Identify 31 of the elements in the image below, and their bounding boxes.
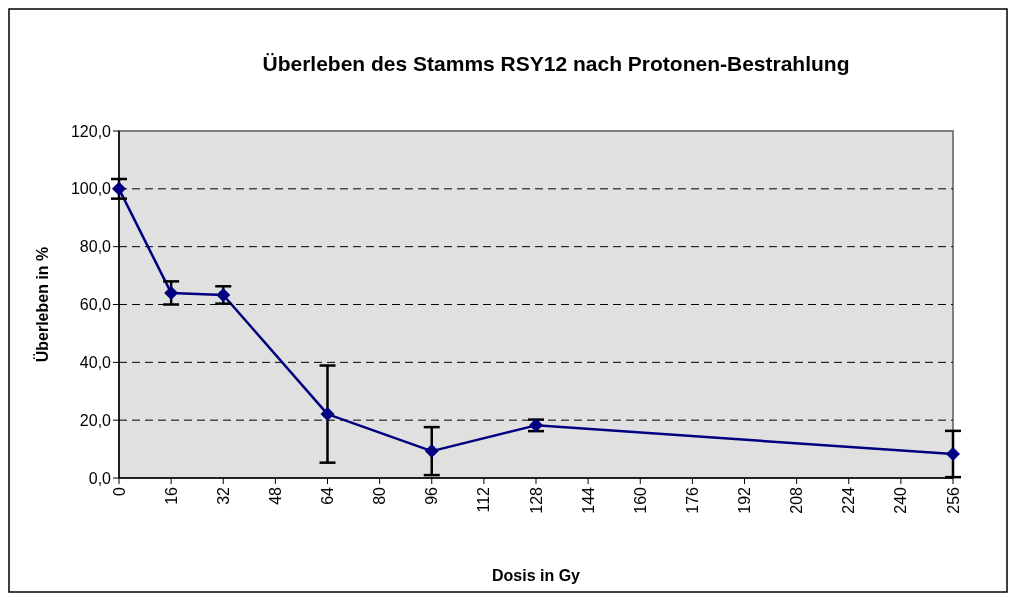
y-tick-label: 60,0 (79, 296, 112, 314)
point (320, 407, 335, 422)
point (424, 444, 439, 459)
x-tick-label: 192 (736, 486, 754, 514)
y-tick-label: 100,0 (70, 180, 112, 198)
x-tick-label: 256 (944, 486, 962, 514)
x-tick-label: 0 (110, 486, 128, 496)
x-tick-label: 112 (475, 486, 493, 513)
y-tick-label: 40,0 (79, 353, 112, 371)
x-tick-label: 176 (683, 486, 701, 514)
y-tick-label: 120,0 (70, 122, 112, 140)
point (946, 447, 960, 461)
y-tick-label: 20,0 (79, 411, 112, 429)
x-tick-label: 208 (788, 486, 806, 514)
chart-title: Überleben des Stamms RSY12 nach Protonen-Bestrahlung (262, 52, 850, 75)
x-tick-label: 80 (371, 486, 389, 505)
x-tick-label: 96 (423, 486, 441, 505)
x-tick-label: 144 (579, 486, 597, 514)
y-tick-label: 80,0 (79, 238, 112, 256)
y-tick-label: 0,0 (88, 469, 112, 487)
x-tick-label: 240 (892, 486, 910, 514)
x-tick-label: 224 (840, 486, 858, 514)
x-axis-title: Dosis in Gy (491, 567, 581, 584)
x-tick-label: 160 (631, 486, 649, 514)
x-tick-label: 32 (214, 486, 232, 505)
x-tick-label: 64 (319, 486, 337, 505)
point (164, 285, 179, 300)
y-axis-title: Überleben in % (33, 246, 51, 363)
x-tick-label: 48 (266, 486, 284, 505)
x-tick-label: 16 (162, 486, 180, 505)
x-tick-label: 128 (527, 486, 545, 514)
